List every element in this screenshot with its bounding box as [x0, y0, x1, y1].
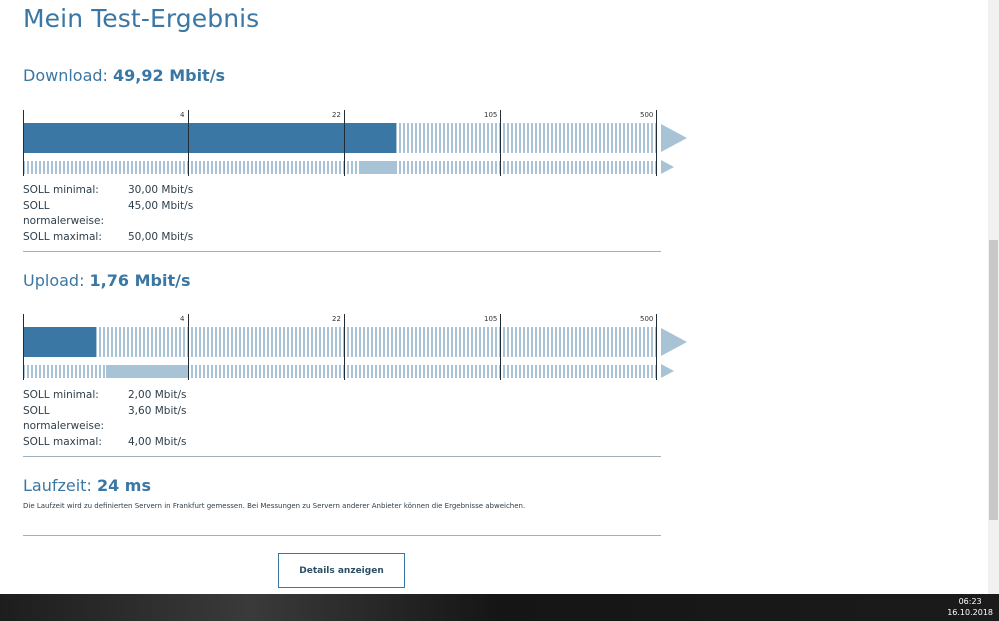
download-value: 49,92 Mbit/s: [113, 66, 226, 85]
clock-date: 16.10.2018: [947, 608, 993, 617]
tick-label: 22: [332, 111, 341, 119]
download-arrow-icon: [661, 124, 687, 152]
soll-value: 30,00 Mbit/s: [128, 184, 194, 196]
divider: [23, 251, 661, 252]
tick-label: 500: [640, 111, 654, 119]
upload-label: Upload:: [23, 271, 85, 290]
tick-label: 105: [484, 111, 498, 119]
upload-value: 1,76 Mbit/s: [89, 271, 191, 290]
download-main-bar: [23, 123, 658, 153]
clock-time: 06:23: [958, 597, 982, 606]
page-title: Mein Test-Ergebnis: [23, 4, 260, 33]
soll-row: SOLL maximal: 50,00 Mbit/s: [23, 230, 193, 246]
soll-row: SOLL minimal: 30,00 Mbit/s: [23, 183, 193, 199]
tick-line: [656, 314, 657, 380]
latency-value: 24 ms: [96, 476, 151, 495]
tick-label: 105: [484, 315, 498, 323]
upload-measured-fill: [23, 327, 96, 357]
tick-line: [500, 314, 501, 380]
divider: [23, 535, 661, 536]
tick-line: [344, 110, 345, 176]
scrollbar-thumb[interactable]: [989, 240, 998, 520]
soll-value: 3,60 Mbit/s: [128, 404, 187, 417]
soll-value: 50,00 Mbit/s: [128, 230, 194, 243]
taskbar: 06:23 16.10.2018: [0, 594, 999, 621]
download-measured-fill: [23, 123, 397, 153]
scale-start-line: [23, 314, 24, 380]
soll-key: SOLL normalerweise:: [23, 404, 105, 433]
download-soll-table: SOLL minimal: 30,00 Mbit/s SOLL normalerw…: [23, 183, 193, 245]
soll-value: 45,00 Mbit/s: [128, 199, 194, 212]
upload-soll-range: [105, 365, 188, 378]
download-soll-range: [359, 161, 397, 174]
tick-line: [188, 314, 189, 380]
download-label: Download:: [23, 66, 108, 85]
upload-meter: 4 22 105 500: [23, 314, 703, 380]
soll-key: SOLL maximal:: [23, 230, 102, 243]
details-button[interactable]: Details anzeigen: [278, 553, 405, 588]
tick-label: 4: [180, 315, 185, 323]
soll-row: SOLL normalerweise: 45,00 Mbit/s: [23, 199, 193, 230]
soll-key: SOLL minimal:: [23, 389, 99, 401]
soll-row: SOLL maximal: 4,00 Mbit/s: [23, 435, 186, 451]
soll-value: 2,00 Mbit/s: [128, 389, 187, 401]
scale-start-line: [23, 110, 24, 176]
upload-sub-arrow-icon: [661, 364, 674, 378]
upload-soll-bar: [23, 365, 658, 378]
upload-arrow-icon: [661, 328, 687, 356]
vertical-scrollbar[interactable]: [988, 0, 999, 594]
divider: [23, 456, 661, 457]
tick-label: 500: [640, 315, 654, 323]
upload-soll-table: SOLL minimal: 2,00 Mbit/s SOLL normalerwe…: [23, 388, 186, 450]
tick-line: [500, 110, 501, 176]
tray-clock[interactable]: 06:23 16.10.2018: [947, 596, 993, 618]
soll-value: 4,00 Mbit/s: [128, 435, 187, 448]
soll-key: SOLL maximal:: [23, 435, 102, 448]
latency-label: Laufzeit:: [23, 476, 92, 495]
upload-heading: Upload: 1,76 Mbit/s: [23, 271, 190, 290]
latency-note: Die Laufzeit wird zu definierten Servern…: [23, 502, 526, 510]
download-heading: Download: 49,92 Mbit/s: [23, 66, 225, 85]
tick-label: 22: [332, 315, 341, 323]
soll-key: SOLL minimal:: [23, 184, 99, 196]
tick-line: [656, 110, 657, 176]
upload-main-bar: [23, 327, 658, 357]
tick-label: 4: [180, 111, 185, 119]
soll-row: SOLL minimal: 2,00 Mbit/s: [23, 388, 186, 404]
download-soll-bar: [23, 161, 658, 174]
soll-key: SOLL normalerweise:: [23, 199, 105, 228]
tick-line: [188, 110, 189, 176]
soll-row: SOLL normalerweise: 3,60 Mbit/s: [23, 404, 186, 435]
latency-heading: Laufzeit: 24 ms: [23, 476, 151, 495]
download-sub-arrow-icon: [661, 160, 674, 174]
tick-line: [344, 314, 345, 380]
download-meter: 4 22 105 500: [23, 110, 703, 176]
